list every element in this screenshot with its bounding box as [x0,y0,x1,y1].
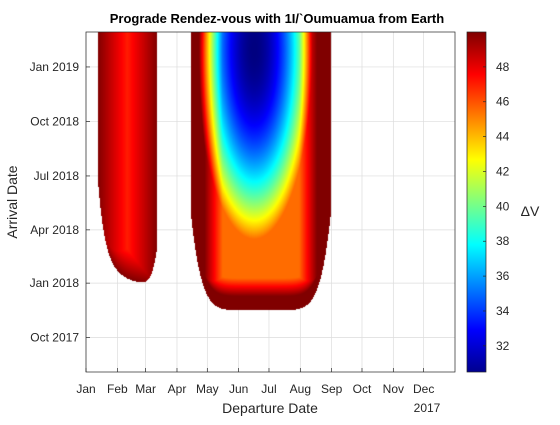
axes-frame [85,31,456,373]
x-tick-label: Apr [168,382,187,396]
heatmap-surface [86,32,455,372]
colorbar-tick-label: 46 [496,95,510,109]
x-tick-label: Feb [107,382,128,396]
x-tick-label: Jan [76,382,95,396]
x-tick-label: Oct [353,382,372,396]
y-tick-label: Oct 2018 [30,114,79,128]
x-tick-label: Sep [321,382,343,396]
y-tick-label: Oct 2017 [30,331,79,345]
x-tick-label: Jul [261,382,276,396]
colorbar [467,32,486,372]
colorbar-tick-label: 40 [496,199,510,213]
y-tick-label: Apr 2018 [30,223,79,237]
colorbar-tick-label: 48 [496,60,510,74]
colorbar-tick-label: 34 [496,304,510,318]
colorbar-tick-label: 44 [496,130,510,144]
colorbar-ticks: 32 34 36 38 40 42 44 46 48 [483,60,510,353]
x-tick-label: Nov [383,382,404,396]
x-axis-year-label: 2017 [414,401,441,415]
colorbar-tick-label: 36 [496,269,510,283]
colorbar-tick-label: 32 [496,339,510,353]
delta-v-field [86,32,455,372]
x-axis-label: Departure Date [222,400,318,416]
y-tick-labels: Oct 2017 Jan 2018 Apr 2018 Jul 2018 Oct 2018… [30,60,80,345]
colorbar-frame [466,31,487,373]
x-tick-label: May [196,382,219,396]
axis-ticks [85,66,425,372]
colorbar-label: ΔV [521,203,540,219]
x-tick-labels: Jan Feb Mar Apr May Jun Jul Aug Sep Oct Nov Dec [76,382,434,396]
y-tick-label: Jan 2018 [30,276,80,290]
colorbar-tick-label: 38 [496,234,510,248]
y-tick-label: Jan 2019 [30,60,80,74]
x-tick-label: Mar [135,382,156,396]
chart-title: Prograde Rendez-vous with 1I/`Oumuamua f… [110,11,444,26]
x-tick-label: Aug [290,382,311,396]
x-tick-label: Jun [229,382,248,396]
colorbar-tick-label: 42 [496,164,510,178]
y-tick-label: Jul 2018 [34,169,80,183]
x-tick-label: Dec [413,382,434,396]
y-axis-label: Arrival Date [4,165,20,238]
